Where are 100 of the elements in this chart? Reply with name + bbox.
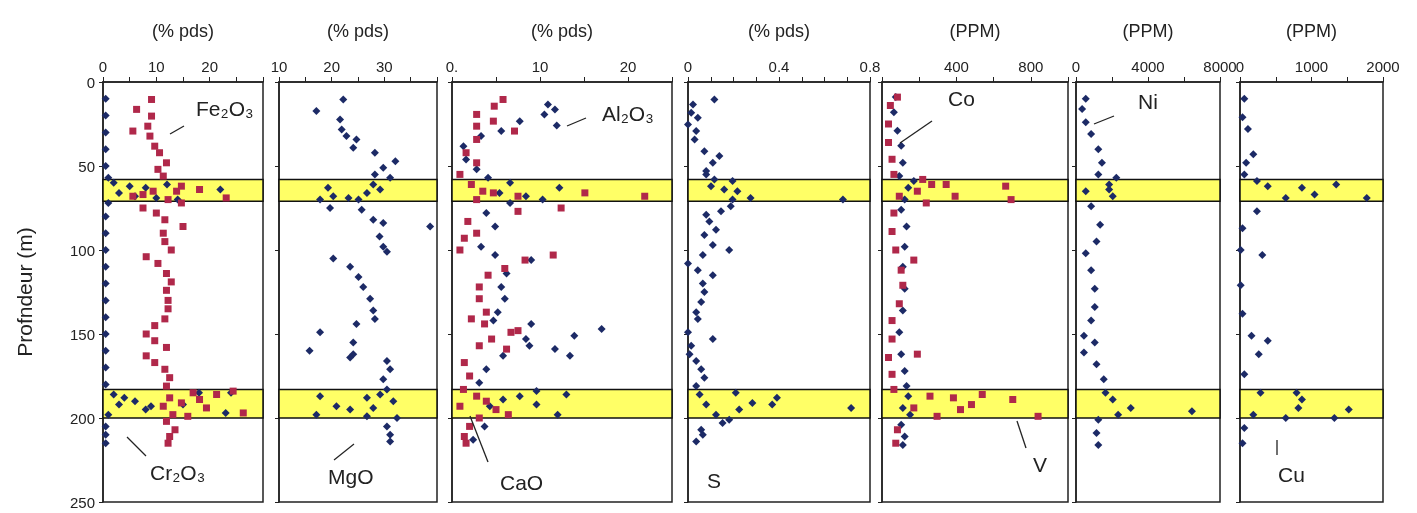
point [725,246,734,254]
y-tick-label: 0 [86,73,95,91]
point [1238,439,1247,448]
point [159,229,167,237]
point [910,404,918,412]
point [501,264,509,272]
point [151,322,159,330]
point [700,230,709,239]
point [684,328,692,337]
point [1238,309,1247,318]
point [469,435,478,444]
point [507,328,515,336]
point [101,94,110,103]
point [768,400,777,409]
point [710,175,719,184]
point [1090,284,1099,293]
point [184,412,192,420]
x-axis-title: (% pds) [530,21,594,41]
point [475,342,483,350]
point [1096,220,1105,229]
point [101,279,110,288]
point [1258,251,1267,260]
point [349,338,358,347]
point [1238,224,1247,233]
point [213,390,221,398]
point [909,177,918,186]
point [164,296,172,304]
point [177,182,185,190]
point [885,354,893,362]
point [382,247,391,256]
point [897,350,906,359]
point [104,198,113,207]
point [933,412,941,420]
point [221,408,230,417]
x-tick-label: 0 [98,58,108,75]
point [1240,170,1249,179]
x-tick-label: 10 [147,58,165,75]
point [711,410,720,419]
point [1242,158,1251,167]
point [700,373,709,382]
point [326,204,335,212]
point [477,242,486,251]
point [459,385,467,393]
point [386,437,395,446]
y-tick-label: 250 [69,493,95,511]
point [1187,407,1196,416]
point [369,215,378,224]
point [898,403,907,412]
point [163,180,171,189]
point [1108,395,1117,404]
series-label: Fe₂O₃ [196,97,254,120]
point [1087,130,1096,139]
point [928,180,936,188]
point [376,390,385,399]
point [1310,190,1319,199]
series-label: V [1033,453,1048,476]
point [162,286,170,294]
point [684,259,692,268]
point [379,163,388,172]
point [346,405,355,414]
point [847,403,856,412]
point [151,337,159,345]
point [733,187,742,196]
y-tick-label: 50 [78,157,95,175]
point [570,331,579,340]
point [475,378,484,387]
point [1249,410,1258,419]
point [167,278,175,286]
point [386,430,395,439]
text: Co [947,87,975,110]
point [692,127,701,136]
point [391,157,400,166]
point [101,212,110,221]
point [697,425,706,434]
point [641,192,649,200]
point [156,149,164,157]
y-tick-label: 200 [69,409,95,427]
point [888,370,896,378]
point [144,122,152,130]
point [316,392,325,401]
point [162,270,170,278]
point [710,95,719,104]
point [473,110,481,118]
point [179,222,187,230]
point [700,147,709,156]
point [456,246,464,254]
point [479,187,487,195]
point [149,187,157,195]
point [460,432,468,440]
point [1344,405,1353,414]
point [376,185,385,194]
point [514,327,522,335]
point [148,95,156,103]
point [1087,266,1096,275]
point [305,346,314,355]
point [142,352,150,360]
point [379,375,388,384]
x-axis-title: (% pds) [326,21,390,41]
point [698,279,707,288]
point [101,363,110,372]
